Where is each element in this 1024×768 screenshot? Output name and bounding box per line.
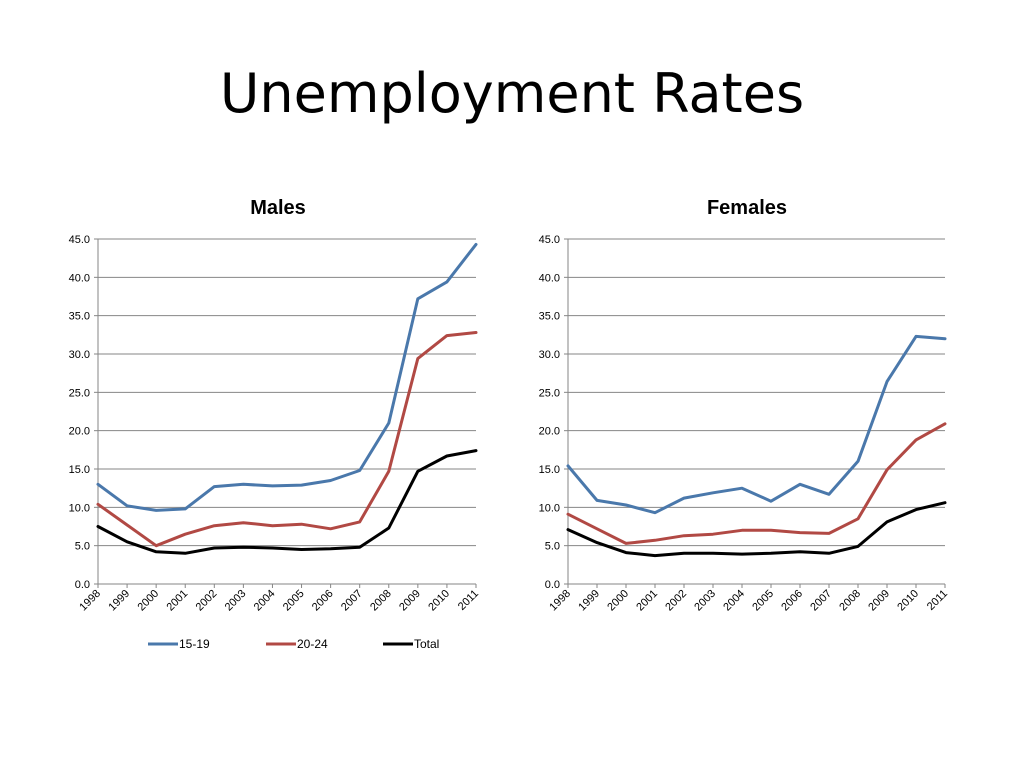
females-series-15-19-line xyxy=(566,334,947,515)
males-x-tick-label: 1999 xyxy=(106,588,132,614)
females-y-tick-label: 10.0 xyxy=(539,502,560,514)
males-x-tick-label: 2010 xyxy=(426,588,452,614)
females-y-tick-label: 25.0 xyxy=(539,387,560,399)
males-y-tick-label: 10.0 xyxy=(69,502,90,514)
females-y-tick-label: 45.0 xyxy=(539,234,560,246)
females-x-tick-label: 2000 xyxy=(605,588,631,614)
males-y-tick-label: 20.0 xyxy=(69,426,90,438)
females-x-tick-label: 2005 xyxy=(750,588,776,614)
males-series-total-line xyxy=(96,449,478,555)
males-x-tick-label: 2011 xyxy=(456,588,481,613)
males-x-tick-label: 2007 xyxy=(339,588,365,614)
legend-total-label: Total xyxy=(414,637,439,651)
males-y-tick-label: 25.0 xyxy=(69,387,90,399)
legend-15-19-label: 15-19 xyxy=(179,637,210,651)
males-x-tick-label: 2001 xyxy=(165,588,191,614)
males-x-tick-label: 2004 xyxy=(252,588,278,614)
males-x-tick-label: 2008 xyxy=(368,588,394,614)
males-y-tick-label: 5.0 xyxy=(75,541,90,553)
males-y-tick-label: 45.0 xyxy=(69,234,90,246)
females-x-tick-label: 2006 xyxy=(779,588,805,614)
males-x-tick-label: 2005 xyxy=(281,588,307,614)
males-chart-title: Males xyxy=(250,197,306,219)
females-y-tick-label: 15.0 xyxy=(539,464,560,476)
males-y-tick-label: 0.0 xyxy=(75,579,90,591)
females-x-tick-label: 2004 xyxy=(721,588,747,614)
females-x-tick-label: 2009 xyxy=(866,588,892,614)
slide-title: Unemployment Rates xyxy=(219,62,805,125)
females-y-tick-label: 40.0 xyxy=(539,272,560,284)
females-y-tick-label: 0.0 xyxy=(545,579,560,591)
males-x-tick-label: 2003 xyxy=(223,588,249,614)
females-y-tick-label: 35.0 xyxy=(539,311,560,323)
females-y-tick-label: 5.0 xyxy=(545,541,560,553)
males-series-20-24-line xyxy=(96,331,478,548)
females-x-tick-label: 2008 xyxy=(837,588,863,614)
females-y-tick-label: 30.0 xyxy=(539,349,560,361)
females-x-tick-label: 2010 xyxy=(895,588,921,614)
females-series-20-24-line xyxy=(566,422,947,545)
males-y-tick-label: 40.0 xyxy=(69,272,90,284)
legend-20-24-label: 20-24 xyxy=(297,637,328,651)
males-y-tick-label: 15.0 xyxy=(69,464,90,476)
males-x-tick-label: 2009 xyxy=(397,588,423,614)
males-series-15-19-line xyxy=(96,242,478,512)
males-y-tick-label: 30.0 xyxy=(69,349,90,361)
males-x-tick-label: 2006 xyxy=(310,588,336,614)
females-x-tick-label: 2002 xyxy=(663,588,689,614)
females-x-tick-label: 2003 xyxy=(692,588,718,614)
males-x-tick-label: 1998 xyxy=(77,588,103,614)
females-x-tick-label: 1998 xyxy=(547,588,573,614)
males-x-tick-label: 2002 xyxy=(194,588,220,614)
females-x-tick-label: 2001 xyxy=(634,588,660,614)
females-x-tick-label: 2007 xyxy=(808,588,834,614)
females-x-tick-label: 1999 xyxy=(576,588,602,614)
females-chart-title: Females xyxy=(707,197,787,219)
females-x-tick-label: 2011 xyxy=(925,588,950,613)
females-y-tick-label: 20.0 xyxy=(539,426,560,438)
males-y-tick-label: 35.0 xyxy=(69,311,90,323)
females-series-total-line xyxy=(566,501,947,558)
males-x-tick-label: 2000 xyxy=(135,588,161,614)
